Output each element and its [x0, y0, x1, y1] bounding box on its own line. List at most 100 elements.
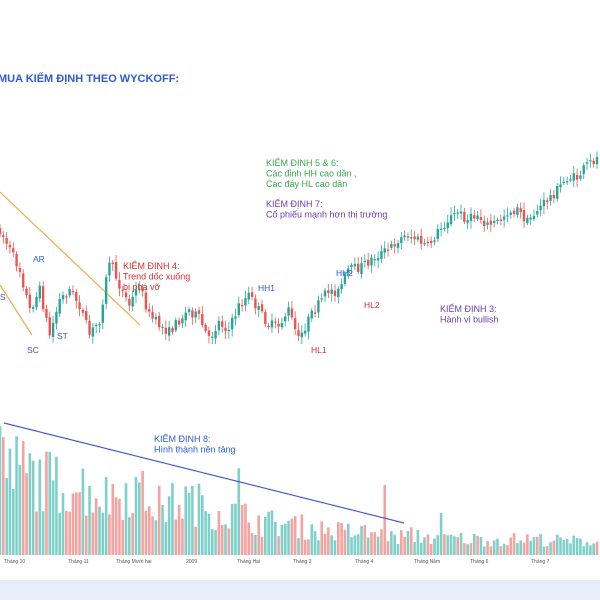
candle	[85, 305, 88, 324]
candle	[469, 207, 473, 229]
candle	[31, 304, 35, 313]
volume-bar	[187, 493, 191, 555]
bottom-band	[0, 580, 600, 600]
x-tick-label: Tháng 7	[531, 559, 550, 565]
volume-bar	[549, 542, 552, 555]
point-labels: S SC AR ST HH1 HL1 HH2 HL2	[0, 254, 380, 355]
candle	[171, 325, 174, 335]
volume-bar	[449, 534, 453, 555]
candlestick-series	[0, 151, 599, 345]
candle	[396, 239, 400, 254]
candle	[94, 322, 98, 334]
annotation-line: KIỂM ĐỊNH 8:	[154, 433, 211, 444]
volume-bar	[366, 537, 370, 555]
volume-bar	[317, 540, 320, 555]
point-label-hh2: HH2	[336, 268, 353, 278]
volume-series	[0, 426, 599, 555]
volume-bar	[562, 539, 566, 555]
volume-bar	[174, 519, 178, 555]
volume-bar	[184, 486, 188, 555]
candle	[230, 313, 234, 337]
candle	[2, 231, 5, 244]
volume-bar	[0, 426, 2, 555]
candle	[582, 162, 585, 180]
volume-bar	[303, 539, 307, 555]
candle	[204, 322, 207, 333]
volume-bar	[121, 519, 125, 555]
volume-bar	[582, 546, 586, 555]
point-label-ar: AR	[33, 254, 45, 264]
candle	[293, 311, 297, 336]
candle	[131, 290, 134, 312]
volume-bar	[124, 483, 128, 555]
point-label-s: S	[0, 292, 6, 302]
candle	[124, 288, 128, 302]
candle	[446, 215, 449, 234]
candle	[187, 306, 191, 316]
volume-bar	[21, 440, 25, 555]
candle	[181, 314, 184, 329]
candle	[91, 323, 95, 344]
candle	[237, 296, 240, 318]
volume-bar	[131, 513, 134, 555]
candle	[420, 228, 423, 250]
candle	[529, 214, 532, 225]
candle	[363, 254, 367, 268]
volume-bar	[453, 536, 456, 555]
volume-bar	[45, 451, 48, 555]
candle	[360, 257, 363, 279]
volume-bar	[48, 451, 52, 555]
volume-bar	[283, 523, 287, 555]
volume-bar	[91, 512, 95, 555]
candle	[380, 244, 383, 263]
candle	[38, 281, 41, 303]
x-tick-label: Tháng Mười hai	[116, 559, 152, 565]
volume-bar	[536, 536, 539, 555]
candle	[61, 291, 65, 304]
volume-bar	[114, 497, 118, 555]
candle	[111, 260, 114, 272]
volume-bar	[264, 517, 267, 555]
volume-bar	[257, 515, 260, 555]
candle	[197, 306, 201, 320]
volume-bar	[201, 495, 204, 555]
candle	[589, 153, 592, 168]
volume-bar	[157, 485, 161, 555]
volume-bar	[88, 485, 91, 555]
volume-bar	[237, 468, 241, 555]
volume-bar	[144, 510, 148, 555]
volume-bar	[589, 545, 592, 555]
volume-bar	[463, 543, 466, 555]
candle	[516, 203, 519, 218]
x-axis: Tháng 10 Tháng 11 Tháng Mười hai 2009 Tháng …	[4, 559, 550, 565]
candle	[277, 318, 280, 334]
candle	[217, 316, 221, 336]
candle	[549, 188, 552, 206]
candle	[65, 293, 68, 305]
volume-bar	[240, 504, 244, 555]
candle	[413, 231, 416, 246]
volume-bar	[459, 533, 463, 555]
candle	[350, 262, 353, 274]
candle	[439, 222, 443, 237]
volume-bar	[38, 459, 42, 555]
candle	[357, 256, 360, 275]
candle	[340, 278, 343, 294]
volume-bar	[472, 533, 476, 555]
annotation-line: Các đỉnh HH cao dần ,	[266, 169, 357, 179]
volume-bar	[58, 512, 61, 555]
volume-bar	[84, 515, 88, 555]
candle	[201, 306, 204, 328]
volume-bar	[230, 503, 234, 555]
volume-bar	[479, 536, 483, 555]
volume-bar	[151, 516, 154, 555]
volume-bar	[154, 520, 158, 555]
candle	[177, 317, 181, 328]
volume-bar	[340, 522, 343, 555]
candle	[114, 254, 118, 281]
candle	[234, 308, 237, 326]
annotation-line: KIỂM ĐỊNH 4:	[123, 260, 180, 271]
volume-bar	[18, 464, 22, 555]
candle	[486, 217, 489, 230]
candle	[227, 322, 231, 339]
